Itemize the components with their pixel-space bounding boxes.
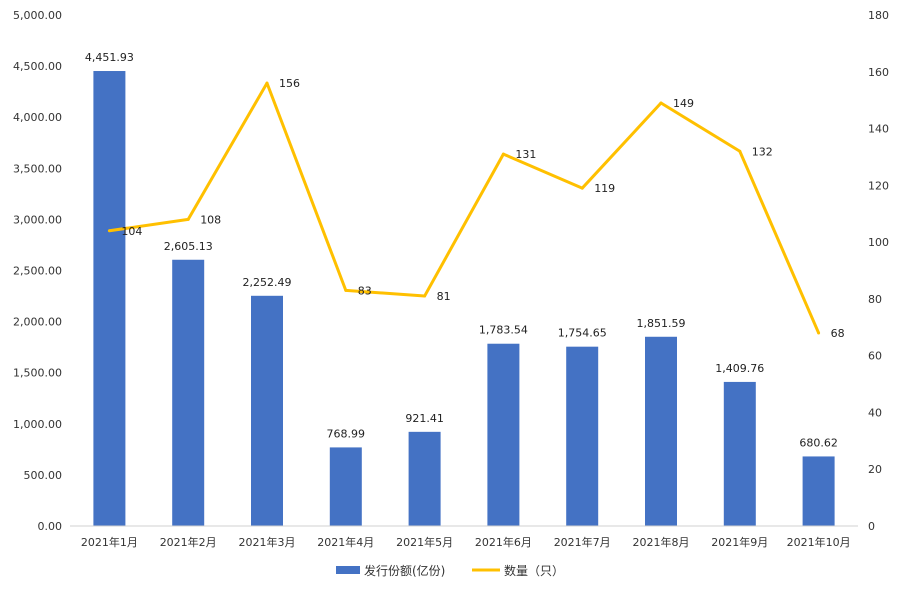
- x-tick-label: 2021年4月: [317, 535, 374, 549]
- bar-data-label: 1,409.76: [715, 362, 764, 375]
- x-tick-label: 2021年5月: [396, 535, 453, 549]
- line-data-label: 149: [673, 97, 694, 110]
- line-path: [109, 81, 820, 334]
- bar: [566, 346, 599, 526]
- y-right-tick-label: 100: [868, 236, 889, 249]
- y-left-tick-label: 1,500.00: [13, 367, 62, 380]
- bar-data-label: 2,605.13: [164, 240, 213, 253]
- line-data-label: 156: [279, 77, 300, 90]
- line-data-labels: 104 108 156 83 81 131 119 149 132 68: [121, 77, 844, 340]
- y-right-tick-label: 120: [868, 179, 889, 192]
- line-point: [423, 294, 427, 298]
- line-point: [107, 229, 111, 233]
- bar: [172, 259, 205, 526]
- line-point: [344, 288, 348, 292]
- bar: [408, 431, 441, 526]
- x-tick-label: 2021年10月: [787, 535, 851, 549]
- line-data-label: 104: [121, 225, 142, 238]
- y-right-tick-label: 160: [868, 66, 889, 79]
- x-tick-label: 2021年1月: [81, 535, 138, 549]
- axes: 0.00 500.00 1,000.00 1,500.00 2,000.00 2,500.…: [13, 9, 889, 549]
- y-right-tick-label: 40: [868, 406, 882, 419]
- y-left-tick-label: 0.00: [38, 520, 63, 533]
- line-series: [107, 81, 821, 335]
- y-left-tick-label: 1,000.00: [13, 418, 62, 431]
- y-right-tick-label: 180: [868, 9, 889, 22]
- legend: 发行份额(亿份) 数量（只）: [336, 563, 564, 578]
- x-tick-label: 2021年7月: [554, 535, 611, 549]
- bar-data-labels: 4,451.93 2,605.13 2,252.49 768.99 921.41 1,78…: [85, 51, 838, 449]
- legend-label-line: 数量（只）: [504, 563, 564, 578]
- bar: [723, 381, 756, 526]
- line-point: [738, 149, 742, 153]
- y-right-tick-label: 140: [868, 123, 889, 136]
- legend-label-bar: 发行份额(亿份): [364, 563, 445, 578]
- line-data-label: 83: [358, 284, 372, 297]
- line-point: [659, 101, 663, 105]
- line-data-label: 119: [594, 182, 615, 195]
- y-left-tick-label: 4,500.00: [13, 60, 62, 73]
- x-tick-label: 2021年9月: [711, 535, 768, 549]
- y-right-tick-label: 0: [868, 520, 875, 533]
- bar: [487, 343, 520, 526]
- line-data-label: 132: [752, 145, 773, 158]
- y-left-tick-label: 3,500.00: [13, 162, 62, 175]
- legend-swatch-bar: [336, 566, 360, 574]
- bar: [645, 336, 677, 526]
- y-right-tick-label: 80: [868, 293, 882, 306]
- x-tick-label: 2021年3月: [239, 535, 296, 549]
- line-point: [580, 186, 584, 190]
- y-left-tick-label: 2,500.00: [13, 265, 62, 278]
- line-data-label: 68: [831, 327, 845, 340]
- line-data-label: 108: [200, 213, 221, 226]
- bar-data-label: 2,252.49: [243, 276, 292, 289]
- y-right-tick-label: 60: [868, 350, 882, 363]
- bar: [251, 295, 283, 526]
- line-point: [186, 217, 190, 221]
- y-right-tick-label: 20: [868, 463, 882, 476]
- x-tick-label: 2021年8月: [633, 535, 690, 549]
- bar-data-label: 1,754.65: [558, 327, 607, 340]
- bar-data-label: 1,851.59: [637, 317, 686, 330]
- x-tick-label: 2021年6月: [475, 535, 532, 549]
- bar-data-label: 4,451.93: [85, 51, 134, 64]
- y-left-tick-label: 5,000.00: [13, 9, 62, 22]
- y-left-tick-label: 3,000.00: [13, 213, 62, 226]
- line-point: [265, 81, 269, 85]
- line-data-label: 131: [515, 148, 536, 161]
- bar: [329, 447, 362, 526]
- y-left-tick-label: 4,000.00: [13, 111, 62, 124]
- bar-data-label: 680.62: [799, 436, 838, 449]
- line-point: [501, 152, 505, 156]
- bar: [93, 71, 126, 526]
- y-left-tick-label: 500.00: [24, 469, 63, 482]
- line-point: [817, 331, 821, 335]
- bar-data-label: 768.99: [327, 427, 366, 440]
- x-tick-label: 2021年2月: [160, 535, 217, 549]
- bar-data-label: 1,783.54: [479, 324, 528, 337]
- bar-series: [93, 71, 835, 526]
- bar-data-label: 921.41: [405, 412, 444, 425]
- bar: [802, 456, 835, 526]
- y-left-tick-label: 2,000.00: [13, 316, 62, 329]
- line-data-label: 81: [437, 290, 451, 303]
